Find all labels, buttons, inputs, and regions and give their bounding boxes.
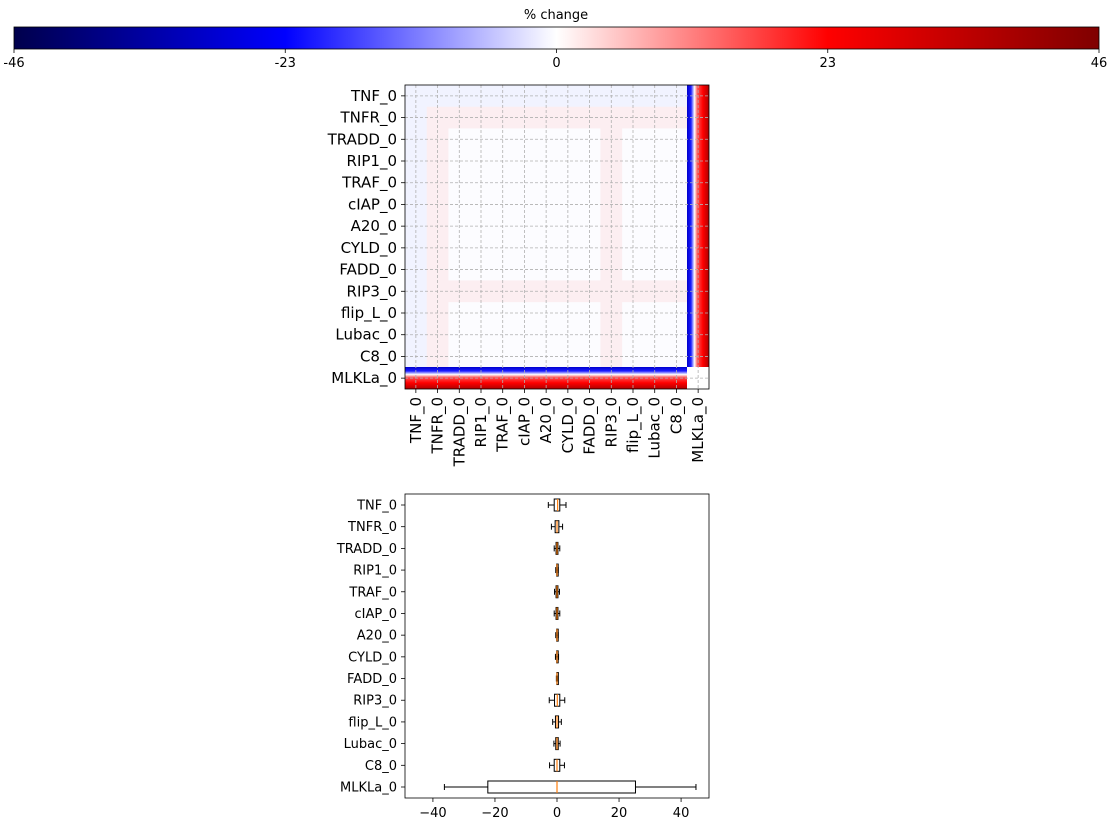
heatmap-col-label: TNFR_0 [429, 397, 448, 454]
boxplot-row-label: cIAP_0 [355, 607, 398, 622]
boxplot-row-label: FADD_0 [347, 672, 397, 687]
heatmap-col-label: MLKLa_0 [689, 397, 708, 463]
boxplot-x-ticks: −40 −20 0 20 40 [419, 798, 689, 821]
heatmap-row-label: TNF_0 [350, 87, 397, 106]
heatmap-row-labels: TNF_0 TNFR_0 TRADD_0 RIP1_0 TRAF_0 cIAP_0 A20_… [327, 87, 405, 388]
boxplot-row-label: RIP1_0 [353, 564, 397, 579]
colorbar-tick-label: -46 [3, 56, 24, 71]
boxplot: TNF_0 TNFR_0 TRADD_0 RIP1_0 TRAF_0 cIAP_0 A20_… [336, 493, 710, 821]
heatmap-col-label: flip_L_0 [624, 397, 643, 453]
heatmap-row-label: TRAF_0 [341, 174, 397, 193]
boxplot-row-label: C8_0 [365, 759, 397, 774]
heatmap-row-label: TNFR_0 [340, 109, 397, 128]
boxplot-row-label: Lubac_0 [344, 737, 397, 752]
heatmap-col-label: TNF_0 [407, 397, 426, 444]
colorbar-title: % change [523, 8, 589, 23]
boxplot-row-label: TNFR_0 [347, 520, 397, 535]
colorbar-tick-label: 0 [552, 56, 560, 71]
heatmap-row-label: cIAP_0 [348, 195, 397, 214]
boxplot-x-tick-label: −20 [481, 806, 508, 821]
boxplot-boxes [443, 498, 697, 794]
boxplot-row-label: CYLD_0 [348, 650, 397, 665]
boxplot-x-tick-label: 20 [611, 806, 628, 821]
boxplot-row-label: A20_0 [357, 629, 397, 644]
heatmap-col-label: cIAP_0 [515, 397, 534, 446]
box-body [487, 780, 636, 794]
boxplot-row-label: TNF_0 [356, 499, 397, 514]
colorbar-ticks: -46 -23 0 23 46 [3, 49, 1107, 71]
heatmap-row-label: A20_0 [351, 217, 397, 236]
heatmap-col-label: RIP3_0 [602, 397, 621, 447]
heatmap-row-label: TRADD_0 [327, 130, 397, 149]
boxplot-row-label: TRADD_0 [336, 542, 397, 557]
heatmap-col-label: FADD_0 [581, 397, 600, 455]
colorbar-tick-label: 46 [1091, 56, 1108, 71]
heatmap-col-label: TRADD_0 [450, 397, 469, 467]
colorbar-tick-label: -23 [275, 56, 296, 71]
heatmap-row-label: MLKLa_0 [331, 369, 397, 388]
colorbar-gradient [13, 26, 1100, 50]
heatmap-frame [404, 84, 710, 390]
heatmap-col-label: RIP1_0 [472, 397, 491, 447]
boxplot-row-label: flip_L_0 [348, 715, 397, 730]
boxplot-x-tick-label: −40 [419, 806, 446, 821]
heatmap-col-label: TRAF_0 [494, 397, 513, 453]
colorbar-tick-label: 23 [819, 56, 836, 71]
heatmap-row-label: C8_0 [360, 347, 397, 366]
heatmap-grid [405, 85, 709, 389]
heatmap-col-label: A20_0 [537, 397, 556, 443]
boxplot-row-label: TRAF_0 [348, 585, 397, 600]
heatmap-row-label: FADD_0 [339, 261, 397, 280]
boxplot-x-tick-label: 40 [673, 806, 690, 821]
heatmap-background [405, 85, 709, 389]
heatmap-row-label: flip_L_0 [341, 304, 397, 323]
heatmap-row-label: RIP1_0 [347, 152, 397, 171]
boxplot-frame [404, 493, 710, 799]
heatmap-col-labels: TNF_0 TNFR_0 TRADD_0 RIP1_0 TRAF_0 cIAP_0 A20_… [407, 389, 708, 467]
heatmap-row-label: RIP3_0 [347, 282, 397, 301]
heatmap-col-label: C8_0 [667, 397, 686, 434]
heatmap-row-label: CYLD_0 [341, 239, 397, 258]
boxplot-row-label: MLKLa_0 [340, 781, 397, 796]
heatmap-col-label: CYLD_0 [559, 397, 578, 453]
boxplot-row-labels: TNF_0 TNFR_0 TRADD_0 RIP1_0 TRAF_0 cIAP_0 A20_… [336, 499, 405, 796]
heatmap: TNF_0TNFR_0TRADD_0RIP1_0TRAF_0cIAP_0A20_… [327, 84, 710, 467]
colorbar: -46 -23 0 23 46 [3, 26, 1107, 71]
boxplot-x-tick-label: 0 [553, 806, 561, 821]
heatmap-col-label: Lubac_0 [646, 397, 665, 459]
boxplot-row-label: RIP3_0 [353, 694, 397, 709]
box-body [553, 498, 561, 512]
heatmap-row-label: Lubac_0 [335, 326, 397, 345]
